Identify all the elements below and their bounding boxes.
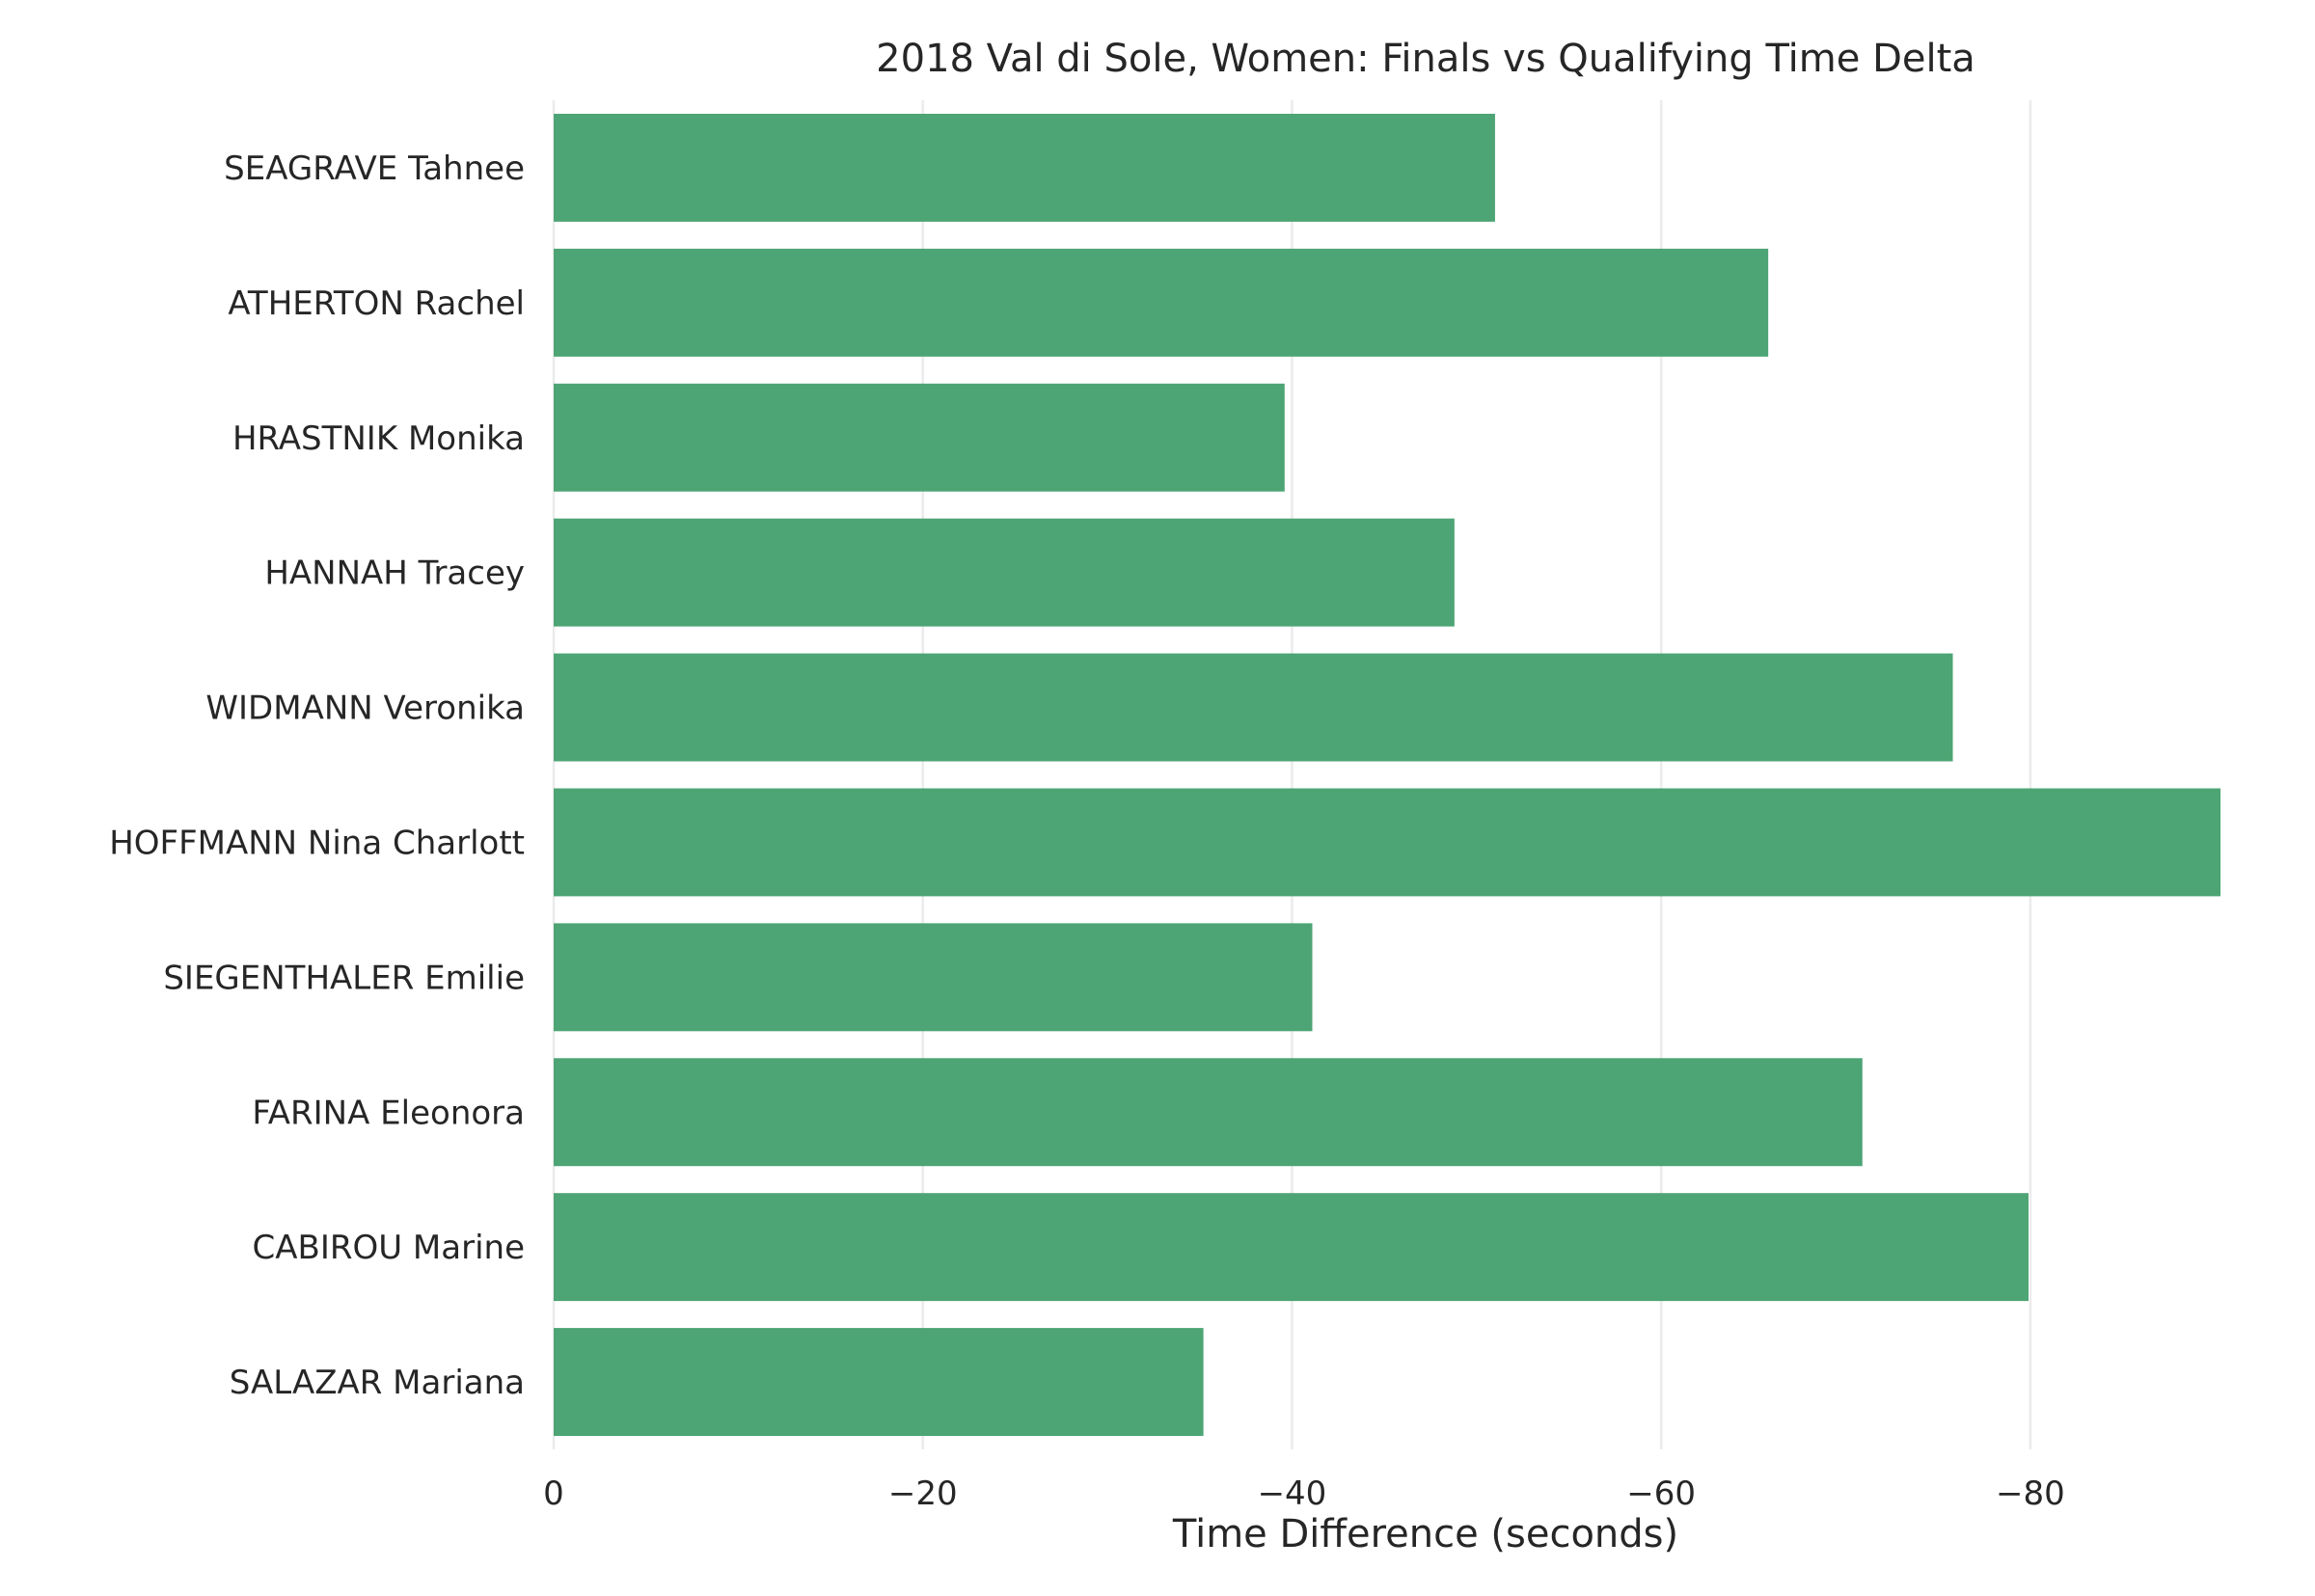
category-label: FARINA Eleonora bbox=[252, 1094, 525, 1132]
x-tick-labels: 0 −20 −40 −60 −80 bbox=[543, 1474, 2065, 1513]
category-label: CABIROU Marine bbox=[253, 1229, 526, 1267]
bar bbox=[554, 653, 1953, 762]
bar bbox=[554, 923, 1313, 1032]
bar bbox=[554, 1193, 2029, 1302]
x-tick-label: −80 bbox=[1996, 1474, 2065, 1513]
x-tick-label: −60 bbox=[1626, 1474, 1696, 1513]
x-tick-label: −20 bbox=[888, 1474, 958, 1513]
x-tick-label: −40 bbox=[1258, 1474, 1327, 1513]
bar bbox=[554, 518, 1455, 627]
category-label: SIEGENTHALER Emilie bbox=[163, 959, 525, 997]
category-label: SALAZAR Mariana bbox=[230, 1364, 525, 1402]
chart-title: 2018 Val di Sole, Women: Finals vs Quali… bbox=[876, 37, 1975, 81]
x-axis-label: Time Difference (seconds) bbox=[1172, 1512, 1678, 1556]
category-label: HANNAH Tracey bbox=[264, 555, 525, 593]
category-label: HRASTNIK Monika bbox=[232, 419, 525, 458]
x-tick-label: 0 bbox=[543, 1474, 564, 1513]
bar bbox=[554, 248, 1769, 357]
category-label: ATHERTON Rachel bbox=[228, 284, 525, 323]
bar bbox=[554, 1058, 1863, 1167]
bar bbox=[554, 383, 1285, 492]
category-label: SEAGRAVE Tahnee bbox=[224, 149, 525, 188]
bars bbox=[554, 113, 2220, 1437]
bar bbox=[554, 1328, 1204, 1437]
bar bbox=[554, 788, 2220, 897]
category-label: HOFFMANN Nina Charlott bbox=[109, 824, 525, 862]
category-labels: SEAGRAVE Tahnee ATHERTON Rachel HRASTNIK M… bbox=[109, 149, 525, 1402]
bar bbox=[554, 113, 1495, 222]
category-label: WIDMANN Veronika bbox=[205, 690, 525, 728]
